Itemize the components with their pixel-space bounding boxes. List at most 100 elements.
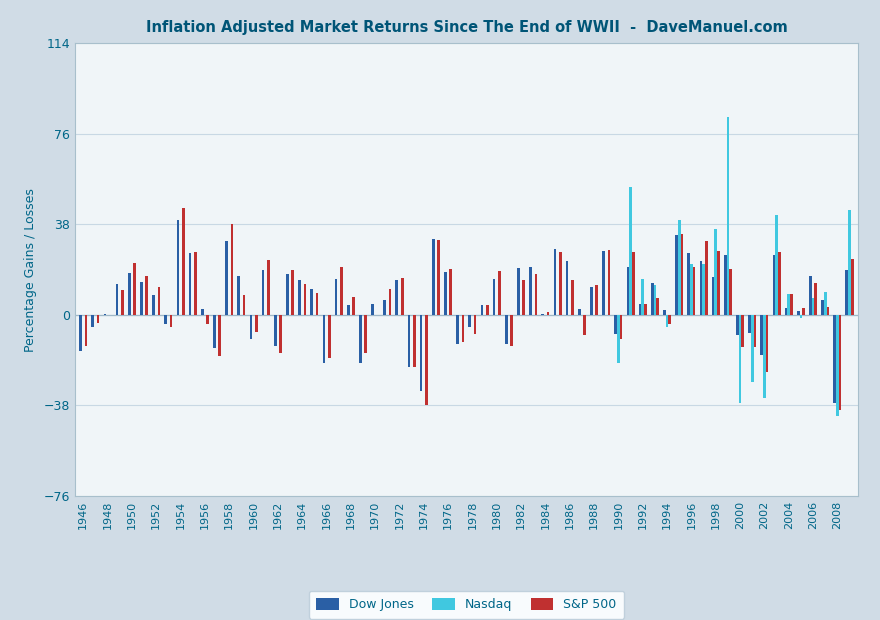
Bar <box>274 315 276 346</box>
Bar <box>316 293 319 315</box>
Bar <box>286 275 289 315</box>
Bar <box>675 235 678 315</box>
Bar <box>498 271 501 315</box>
Bar <box>693 267 695 315</box>
Bar <box>680 234 683 315</box>
Bar <box>724 255 727 315</box>
Bar <box>717 251 720 315</box>
Bar <box>468 315 471 327</box>
Bar <box>566 261 568 315</box>
Bar <box>702 264 705 315</box>
Title: Inflation Adjusted Market Returns Since The End of WWII  -  DaveManuel.com: Inflation Adjusted Market Returns Since … <box>145 20 788 35</box>
Bar <box>800 315 803 318</box>
Bar <box>614 315 617 334</box>
Bar <box>620 315 622 339</box>
Bar <box>763 315 766 398</box>
Bar <box>705 241 708 315</box>
Bar <box>97 315 99 323</box>
Bar <box>826 307 829 315</box>
Bar <box>824 291 826 315</box>
Bar <box>352 296 355 315</box>
Bar <box>457 315 459 343</box>
Bar <box>425 315 428 405</box>
Bar <box>328 315 331 358</box>
Bar <box>359 315 362 363</box>
Bar <box>291 270 294 315</box>
Bar <box>687 253 690 315</box>
Bar <box>700 261 702 315</box>
Bar <box>736 315 738 335</box>
Bar <box>384 301 386 315</box>
Bar <box>517 268 520 315</box>
Bar <box>571 280 574 315</box>
Bar <box>279 315 282 353</box>
Bar <box>128 273 130 315</box>
Bar <box>596 285 598 315</box>
Bar <box>145 276 148 315</box>
Bar <box>255 315 258 332</box>
Bar <box>629 187 632 315</box>
Bar <box>225 241 228 315</box>
Bar <box>364 315 367 353</box>
Bar <box>92 315 94 327</box>
Bar <box>656 298 659 315</box>
Bar <box>170 315 172 327</box>
Bar <box>535 274 538 315</box>
Bar <box>389 290 392 315</box>
Bar <box>152 295 155 315</box>
Bar <box>811 298 814 315</box>
Bar <box>639 304 642 315</box>
Bar <box>116 284 119 315</box>
Bar <box>395 280 398 315</box>
Bar <box>666 315 669 327</box>
Bar <box>748 315 751 333</box>
Bar <box>188 253 192 315</box>
Bar <box>340 267 342 315</box>
Bar <box>523 280 525 315</box>
Bar <box>654 285 656 315</box>
Bar <box>334 279 337 315</box>
Bar <box>773 255 775 315</box>
Bar <box>238 276 240 315</box>
Bar <box>462 315 465 342</box>
Bar <box>851 259 854 315</box>
Bar <box>444 272 447 315</box>
Bar <box>559 252 561 315</box>
Bar <box>803 308 805 315</box>
Bar <box>505 315 508 343</box>
Bar <box>741 315 744 347</box>
Bar <box>529 267 532 315</box>
Bar <box>450 270 452 315</box>
Bar <box>715 229 717 315</box>
Bar <box>796 311 800 315</box>
Bar <box>833 315 836 403</box>
Bar <box>401 278 404 315</box>
Bar <box>182 208 185 315</box>
Bar <box>590 287 593 315</box>
Bar <box>413 315 415 368</box>
Bar <box>371 304 374 315</box>
Bar <box>602 250 605 315</box>
Bar <box>311 289 313 315</box>
Bar <box>298 280 301 315</box>
Bar <box>493 280 495 315</box>
Bar <box>632 252 634 315</box>
Bar <box>304 284 306 315</box>
Y-axis label: Percentage Gains / Losses: Percentage Gains / Losses <box>24 188 37 352</box>
Bar <box>206 315 209 324</box>
Bar <box>121 290 124 315</box>
Bar <box>607 250 610 315</box>
Bar <box>753 315 756 347</box>
Bar <box>165 315 167 324</box>
Bar <box>712 277 715 315</box>
Bar <box>821 299 824 315</box>
Legend: Dow Jones, Nasdaq, S&P 500: Dow Jones, Nasdaq, S&P 500 <box>309 591 624 619</box>
Bar <box>201 309 203 315</box>
Bar <box>231 224 233 315</box>
Bar <box>79 315 82 351</box>
Bar <box>678 219 680 315</box>
Bar <box>809 276 811 315</box>
Bar <box>738 315 741 403</box>
Bar <box>432 239 435 315</box>
Bar <box>347 304 349 315</box>
